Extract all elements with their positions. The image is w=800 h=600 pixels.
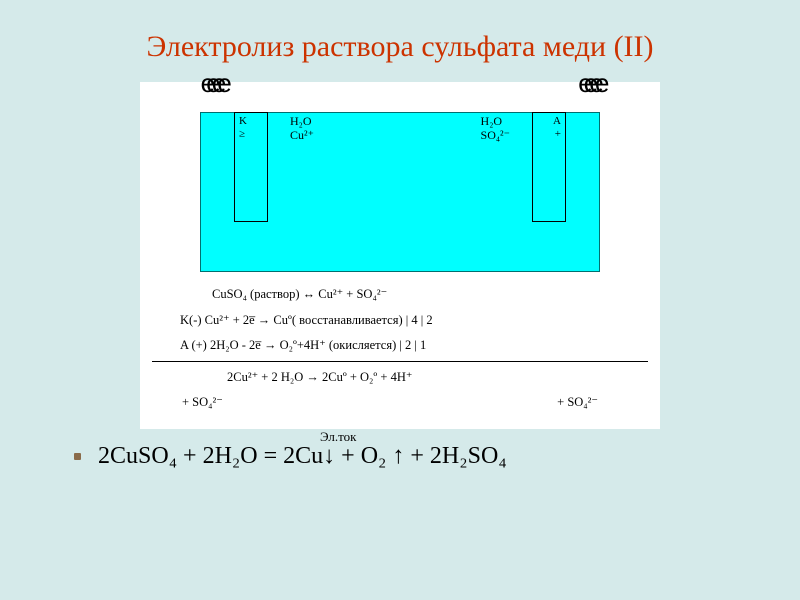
ion-h2o-left: H₂O — [290, 114, 314, 128]
page-title: Электролиз раствора сульфата меди (II) — [40, 30, 760, 64]
anode-label: A + — [553, 115, 561, 141]
ions-left: H₂O Cu²⁺ — [290, 114, 314, 142]
slide: Электролиз раствора сульфата меди (II) e… — [0, 0, 800, 600]
bullet-icon — [74, 453, 81, 460]
eq-sum1: 2Cu²⁺ + 2 H₂O → 2Cuº + O₂º + 4H⁺ — [152, 366, 648, 389]
coil-right-icon: eeee — [578, 76, 600, 94]
cathode-letter: K — [239, 115, 247, 127]
anode: A + — [532, 112, 566, 222]
el-tok-label: Эл.ток — [320, 429, 356, 445]
eq-sum2-left: + SO₄²⁻ — [182, 391, 223, 414]
ions-right: H₂O SO₄²⁻ — [481, 114, 510, 142]
cathode-sign: ≥ — [239, 128, 245, 140]
equations-area: CuSO₄ (раствор) ↔ Cu²⁺ + SO₄²⁻ K(-) Cu²⁺… — [140, 272, 660, 429]
final-equation-row: Эл.ток 2CuSO₄ + 2H₂O = 2Cu↓ + O₂ ↑ + 2H₂… — [98, 443, 760, 470]
eq-sum2: + SO₄²⁻ + SO₄²⁻ — [152, 391, 648, 414]
ion-h2o-right: H₂O — [481, 114, 510, 128]
diagram-block: eeee eeee K ≥ A + H₂O Cu²⁺ H₂O SO₄² — [140, 82, 660, 429]
final-equation: 2CuSO₄ + 2H₂O = 2Cu↓ + O₂ ↑ + 2H₂SO₄ — [98, 443, 507, 469]
eq-sum2-right: + SO₄²⁻ — [557, 391, 598, 414]
electrolysis-cell: eeee eeee K ≥ A + H₂O Cu²⁺ H₂O SO₄² — [140, 82, 660, 272]
coil-left-icon: eeee — [200, 76, 222, 94]
eq-dissociation: CuSO₄ (раствор) ↔ Cu²⁺ + SO₄²⁻ — [152, 283, 648, 306]
eq-divider — [152, 361, 648, 362]
ion-so4: SO₄²⁻ — [481, 128, 510, 142]
anode-sign: + — [555, 128, 561, 140]
anode-letter: A — [553, 115, 561, 127]
ion-cu: Cu²⁺ — [290, 128, 314, 142]
cathode: K ≥ — [234, 112, 268, 222]
eq-cathode: K(-) Cu²⁺ + 2e̅ → Cuº( восстанавливается… — [152, 309, 648, 332]
eq-anode: A (+) 2H₂O - 2e̅ → O₂º+4H⁺ (окисляется) … — [152, 334, 648, 357]
cathode-label: K ≥ — [239, 115, 247, 141]
